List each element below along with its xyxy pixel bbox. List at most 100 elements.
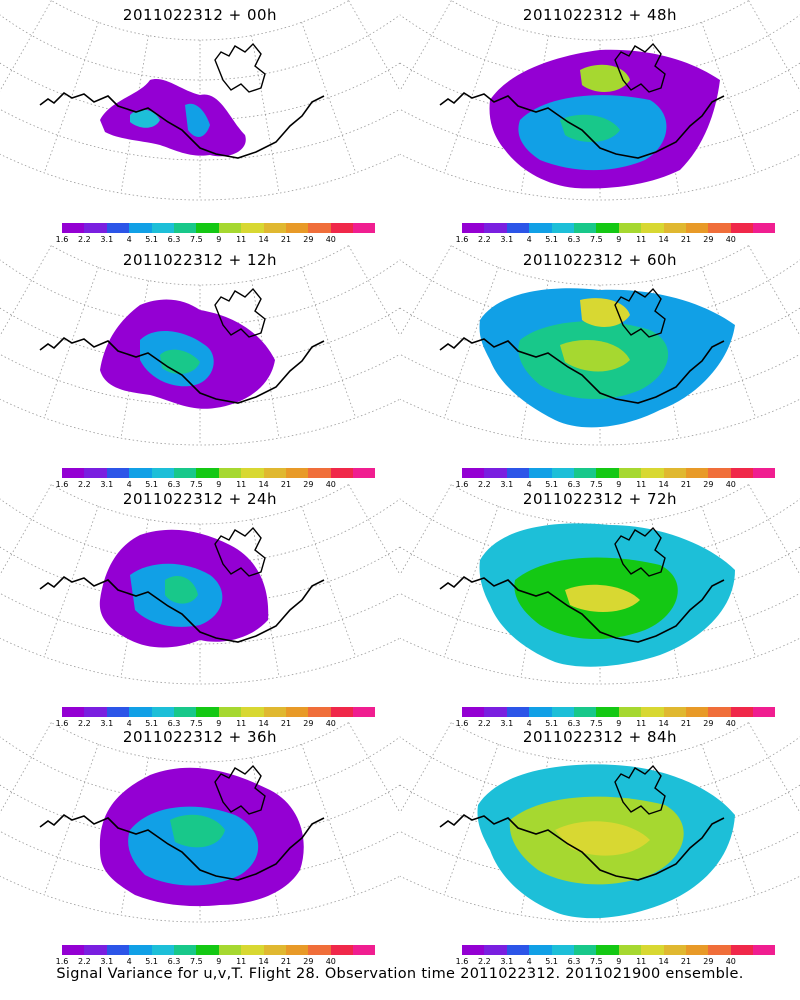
colorbar-swatch [641,945,664,955]
colorbar-tick-label: 21 [680,235,692,244]
colorbar-tick-label: 7.5 [190,235,203,244]
map [400,484,800,685]
colorbar-swatch [573,945,597,955]
colorbar-swatch [308,468,331,478]
variance-contour [555,821,650,856]
colorbar-tick-label: 6.3 [167,957,181,966]
map-panel: 2011022312 + 24h 1.6 2.2 3.1 4 5.1 6.3 7.5 9 11 14… [0,484,400,729]
colorbar-swatch [84,468,107,478]
latitude-line [0,830,400,883]
colorbar-tick-label: 29 [703,957,714,966]
latitude-line [449,245,751,286]
colorbar-swatch [218,468,242,478]
colorbar-tick-label: 14 [658,480,669,489]
variance-contour [565,584,640,612]
longitude-line [301,267,357,418]
colorbar-swatch [106,945,130,955]
longitude-line [348,245,400,337]
colorbar-swatch [484,707,507,717]
colorbar-tick-label: 5.1 [145,719,158,728]
longitude-line [251,35,280,194]
variance-contour [580,298,630,327]
latitude-line [49,484,351,525]
latitude-line [49,245,351,286]
colorbar-swatch [730,468,754,478]
colorbar-tick-label: 7.5 [190,719,203,728]
longitude-line [748,245,800,337]
colorbar [62,707,376,717]
map [0,484,400,685]
coastline [39,813,325,881]
colorbar-tick-label: 7.5 [590,957,603,966]
colorbar-swatch [641,468,664,478]
coastline [39,575,325,643]
colorbar-swatch [151,223,174,233]
longitude-line [791,722,800,816]
map [0,0,400,201]
colorbar-tick-label: 14 [258,235,269,244]
longitude-line [400,0,452,92]
coastline [439,575,725,643]
colorbar-tick-label: 1.6 [55,235,69,244]
colorbar-swatch [685,223,709,233]
colorbar-tick-label: 5.1 [545,480,558,489]
latitude-line [0,307,400,366]
colorbar-tick-label: 40 [325,235,336,244]
colorbar-swatch [663,707,686,717]
colorbar-tick-label: 14 [258,957,269,966]
variance-contour [560,340,630,372]
latitude-line [0,259,400,326]
colorbar-tick-label: 4 [126,480,132,489]
colorbar-swatch [708,223,731,233]
colorbar-tick-label: 29 [703,719,714,728]
colorbar-swatch [641,223,664,233]
colorbar-tick-label: 40 [725,480,736,489]
latitude-line [400,498,800,565]
colorbar-swatch [506,468,530,478]
colorbar-swatch [151,945,174,955]
longitude-line [0,0,52,92]
colorbar-swatch [506,223,530,233]
map-panel: 2011022312 + 72h 1.6 2.2 3.1 4 5.1 6.3 7.5 9 11 14… [400,484,800,729]
longitude-line [301,744,357,895]
colorbar-tick-label: 21 [280,480,292,489]
variance-contour [130,109,160,128]
panel-title: 2011022312 + 72h [522,490,678,508]
colorbar-swatch [753,945,776,955]
colorbar-tick-label: 6.3 [167,480,181,489]
longitude-line [301,506,357,657]
colorbar-swatch [173,223,197,233]
colorbar-swatch [596,468,619,478]
map-panel: 2011022312 + 12h 1.6 2.2 3.1 4 5.1 6.3 7.5 9 11 14… [0,245,400,490]
latitude-line [49,0,351,41]
colorbar-tick-label: 7.5 [190,957,203,966]
colorbar-swatch [129,945,152,955]
colorbar-swatch [484,468,507,478]
longitude-line [0,245,52,337]
colorbar-swatch [62,223,85,233]
colorbar-swatch [484,223,507,233]
arctic-islands [614,526,666,577]
variance-contour [185,103,210,137]
arctic-islands [614,287,666,338]
latitude-line [449,722,751,763]
colorbar-tick-label: 2.2 [478,719,491,728]
colorbar-swatch [663,945,686,955]
panel-title: 2011022312 + 60h [522,251,678,269]
colorbar-tick-label: 11 [636,957,647,966]
latitude-line [400,62,800,121]
longitude-line [701,22,757,173]
colorbar-tick-label: 4 [526,235,532,244]
colorbar-tick-label: 29 [303,480,314,489]
latitude-line [400,14,800,81]
colorbar-tick-label: 3.1 [100,235,114,244]
colorbar-swatch [196,945,219,955]
latitude-line [400,736,800,803]
coastline [439,813,725,881]
colorbar-tick-label: 40 [725,719,736,728]
arctic-islands [214,764,266,815]
colorbar-tick-label: 9 [616,957,622,966]
latitude-line [400,307,800,366]
colorbar-tick-label: 5.1 [145,480,158,489]
map [400,722,800,923]
